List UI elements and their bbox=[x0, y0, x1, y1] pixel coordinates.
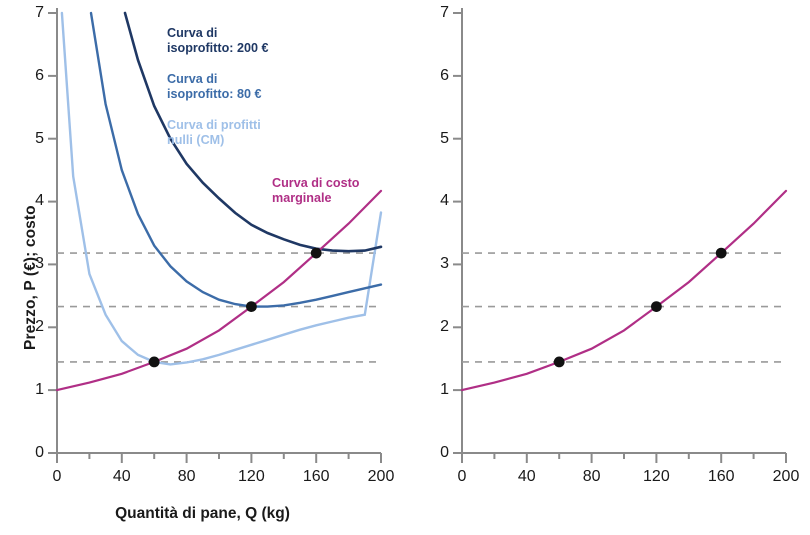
right-x-ticks bbox=[461, 453, 787, 463]
point-q160 bbox=[715, 247, 727, 259]
left-xtick-200: 200 bbox=[367, 468, 395, 485]
left-xtick-80: 80 bbox=[177, 468, 196, 485]
right-ytick-2: 2 bbox=[440, 318, 449, 335]
right-reference-lines bbox=[462, 252, 786, 363]
left-xtick-160: 160 bbox=[302, 468, 330, 485]
right-ytick-7: 7 bbox=[440, 4, 449, 21]
right-ytick-1: 1 bbox=[440, 381, 449, 398]
left-ytick-3: 3 bbox=[35, 255, 44, 272]
left-x-ticks bbox=[56, 453, 382, 463]
right-xtick-0: 0 bbox=[457, 468, 467, 485]
left-ytick-2: 2 bbox=[35, 318, 44, 335]
right-xtick-200: 200 bbox=[772, 468, 800, 485]
right-xtick-40: 40 bbox=[517, 468, 536, 485]
left-plot-svg bbox=[48, 8, 383, 463]
legend-zero-profit: Curva di profitti nulli (CM) bbox=[167, 118, 261, 148]
left-xtick-120: 120 bbox=[238, 468, 265, 485]
right-plot-svg bbox=[453, 8, 788, 463]
panel-left-isoprofit: 0 1 2 3 4 5 6 7 0 40 80 120 160 200 Prez… bbox=[22, 4, 395, 523]
left-ytick-5: 5 bbox=[35, 130, 44, 147]
left-ytick-7: 7 bbox=[35, 4, 44, 21]
left-y-ticks bbox=[48, 12, 57, 454]
left-ytick-4: 4 bbox=[35, 192, 44, 209]
curve-isoprofit-200 bbox=[123, 11, 383, 253]
left-y-axis-title: Prezzo, P (€); costo bbox=[22, 205, 39, 350]
right-xtick-80: 80 bbox=[582, 468, 601, 485]
curve-marginal-cost bbox=[460, 189, 788, 392]
point-q60 bbox=[148, 356, 160, 368]
curve-isoprofit-80 bbox=[89, 11, 383, 308]
right-xtick-160: 160 bbox=[707, 468, 735, 485]
left-xtick-40: 40 bbox=[112, 468, 131, 485]
right-points bbox=[553, 247, 727, 368]
left-xtick-0: 0 bbox=[52, 468, 62, 485]
right-ytick-4: 4 bbox=[440, 192, 449, 209]
panel-right-marginal-cost: 0 1 2 3 4 5 6 7 0 40 80 120 160 200 Prez… bbox=[405, 0, 810, 535]
left-ytick-6: 6 bbox=[35, 67, 44, 84]
right-xtick-120: 120 bbox=[643, 468, 670, 485]
point-q160 bbox=[310, 247, 322, 259]
legend-marginal-cost: Curva di costo marginale bbox=[272, 176, 360, 206]
right-ytick-0: 0 bbox=[440, 444, 449, 461]
legend-isoprofit-200: Curva di isoprofitto: 200 € bbox=[167, 26, 269, 56]
point-q120 bbox=[651, 301, 662, 312]
left-reference-lines bbox=[57, 252, 381, 363]
point-q60 bbox=[553, 356, 565, 368]
curve-marginal-cost bbox=[55, 189, 383, 392]
right-ytick-5: 5 bbox=[440, 130, 449, 147]
point-q120 bbox=[246, 301, 257, 312]
curve-zero-profit bbox=[60, 11, 383, 366]
legend-isoprofit-80: Curva di isoprofitto: 80 € bbox=[167, 72, 262, 102]
right-ytick-6: 6 bbox=[440, 67, 449, 84]
right-ytick-3: 3 bbox=[440, 255, 449, 272]
left-x-axis-title: Quantità di pane, Q (kg) bbox=[115, 505, 290, 522]
right-y-ticks bbox=[453, 12, 462, 454]
left-ytick-1: 1 bbox=[35, 381, 44, 398]
left-tangency-points bbox=[148, 247, 322, 368]
left-ytick-0: 0 bbox=[35, 444, 44, 461]
